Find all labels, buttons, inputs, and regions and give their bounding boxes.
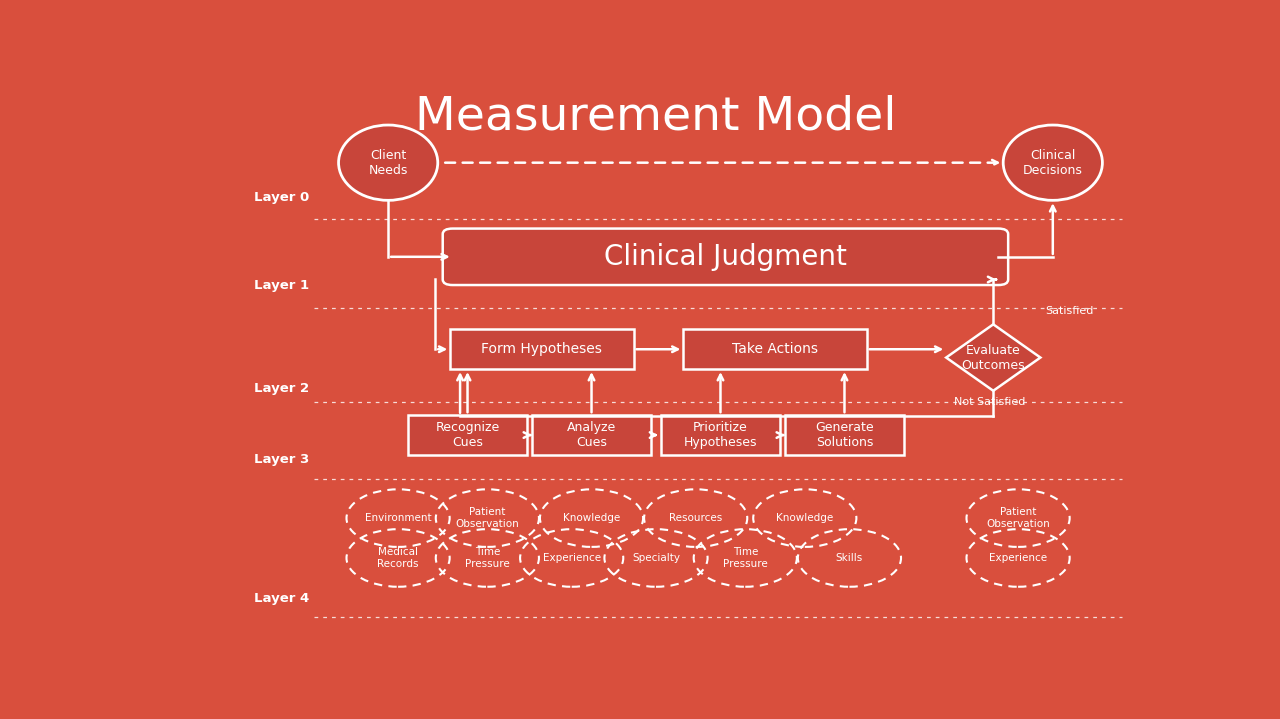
Text: Patient
Observation: Patient Observation <box>986 508 1050 529</box>
Text: Measurement Model: Measurement Model <box>415 94 897 139</box>
Text: Resources: Resources <box>669 513 722 523</box>
Text: Experience: Experience <box>543 553 600 563</box>
Text: Skills: Skills <box>836 553 863 563</box>
Text: Patient
Observation: Patient Observation <box>456 508 520 529</box>
FancyBboxPatch shape <box>532 415 652 455</box>
Text: Layer 3: Layer 3 <box>253 454 308 467</box>
Text: Time
Pressure: Time Pressure <box>465 547 509 569</box>
Text: Clinical Judgment: Clinical Judgment <box>604 243 847 271</box>
Text: Knowledge: Knowledge <box>563 513 620 523</box>
Text: Specialty: Specialty <box>632 553 680 563</box>
Text: Layer 4: Layer 4 <box>253 592 308 605</box>
Ellipse shape <box>1004 125 1102 201</box>
FancyBboxPatch shape <box>785 415 904 455</box>
FancyBboxPatch shape <box>684 329 867 369</box>
Text: Environment: Environment <box>365 513 431 523</box>
Text: Analyze
Cues: Analyze Cues <box>567 421 616 449</box>
Text: Evaluate
Outcomes: Evaluate Outcomes <box>961 344 1025 372</box>
Text: Experience: Experience <box>989 553 1047 563</box>
Text: Layer 0: Layer 0 <box>253 191 308 203</box>
FancyBboxPatch shape <box>451 329 634 369</box>
Text: Medical
Records: Medical Records <box>378 547 419 569</box>
Text: Client
Needs: Client Needs <box>369 149 408 177</box>
FancyBboxPatch shape <box>408 415 527 455</box>
Text: Satisfied: Satisfied <box>1046 306 1093 316</box>
Text: Layer 1: Layer 1 <box>253 279 308 292</box>
Text: Time
Pressure: Time Pressure <box>723 547 768 569</box>
Ellipse shape <box>338 125 438 201</box>
Text: Take Actions: Take Actions <box>732 342 818 356</box>
FancyBboxPatch shape <box>660 415 780 455</box>
Text: Recognize
Cues: Recognize Cues <box>435 421 499 449</box>
Text: Generate
Solutions: Generate Solutions <box>815 421 874 449</box>
Text: Prioritize
Hypotheses: Prioritize Hypotheses <box>684 421 758 449</box>
Text: Not Satisfied: Not Satisfied <box>954 397 1025 407</box>
Text: Clinical
Decisions: Clinical Decisions <box>1023 149 1083 177</box>
Text: Knowledge: Knowledge <box>776 513 833 523</box>
Text: Form Hypotheses: Form Hypotheses <box>481 342 603 356</box>
Text: Layer 2: Layer 2 <box>253 382 308 395</box>
FancyBboxPatch shape <box>443 229 1009 285</box>
Polygon shape <box>946 324 1041 391</box>
